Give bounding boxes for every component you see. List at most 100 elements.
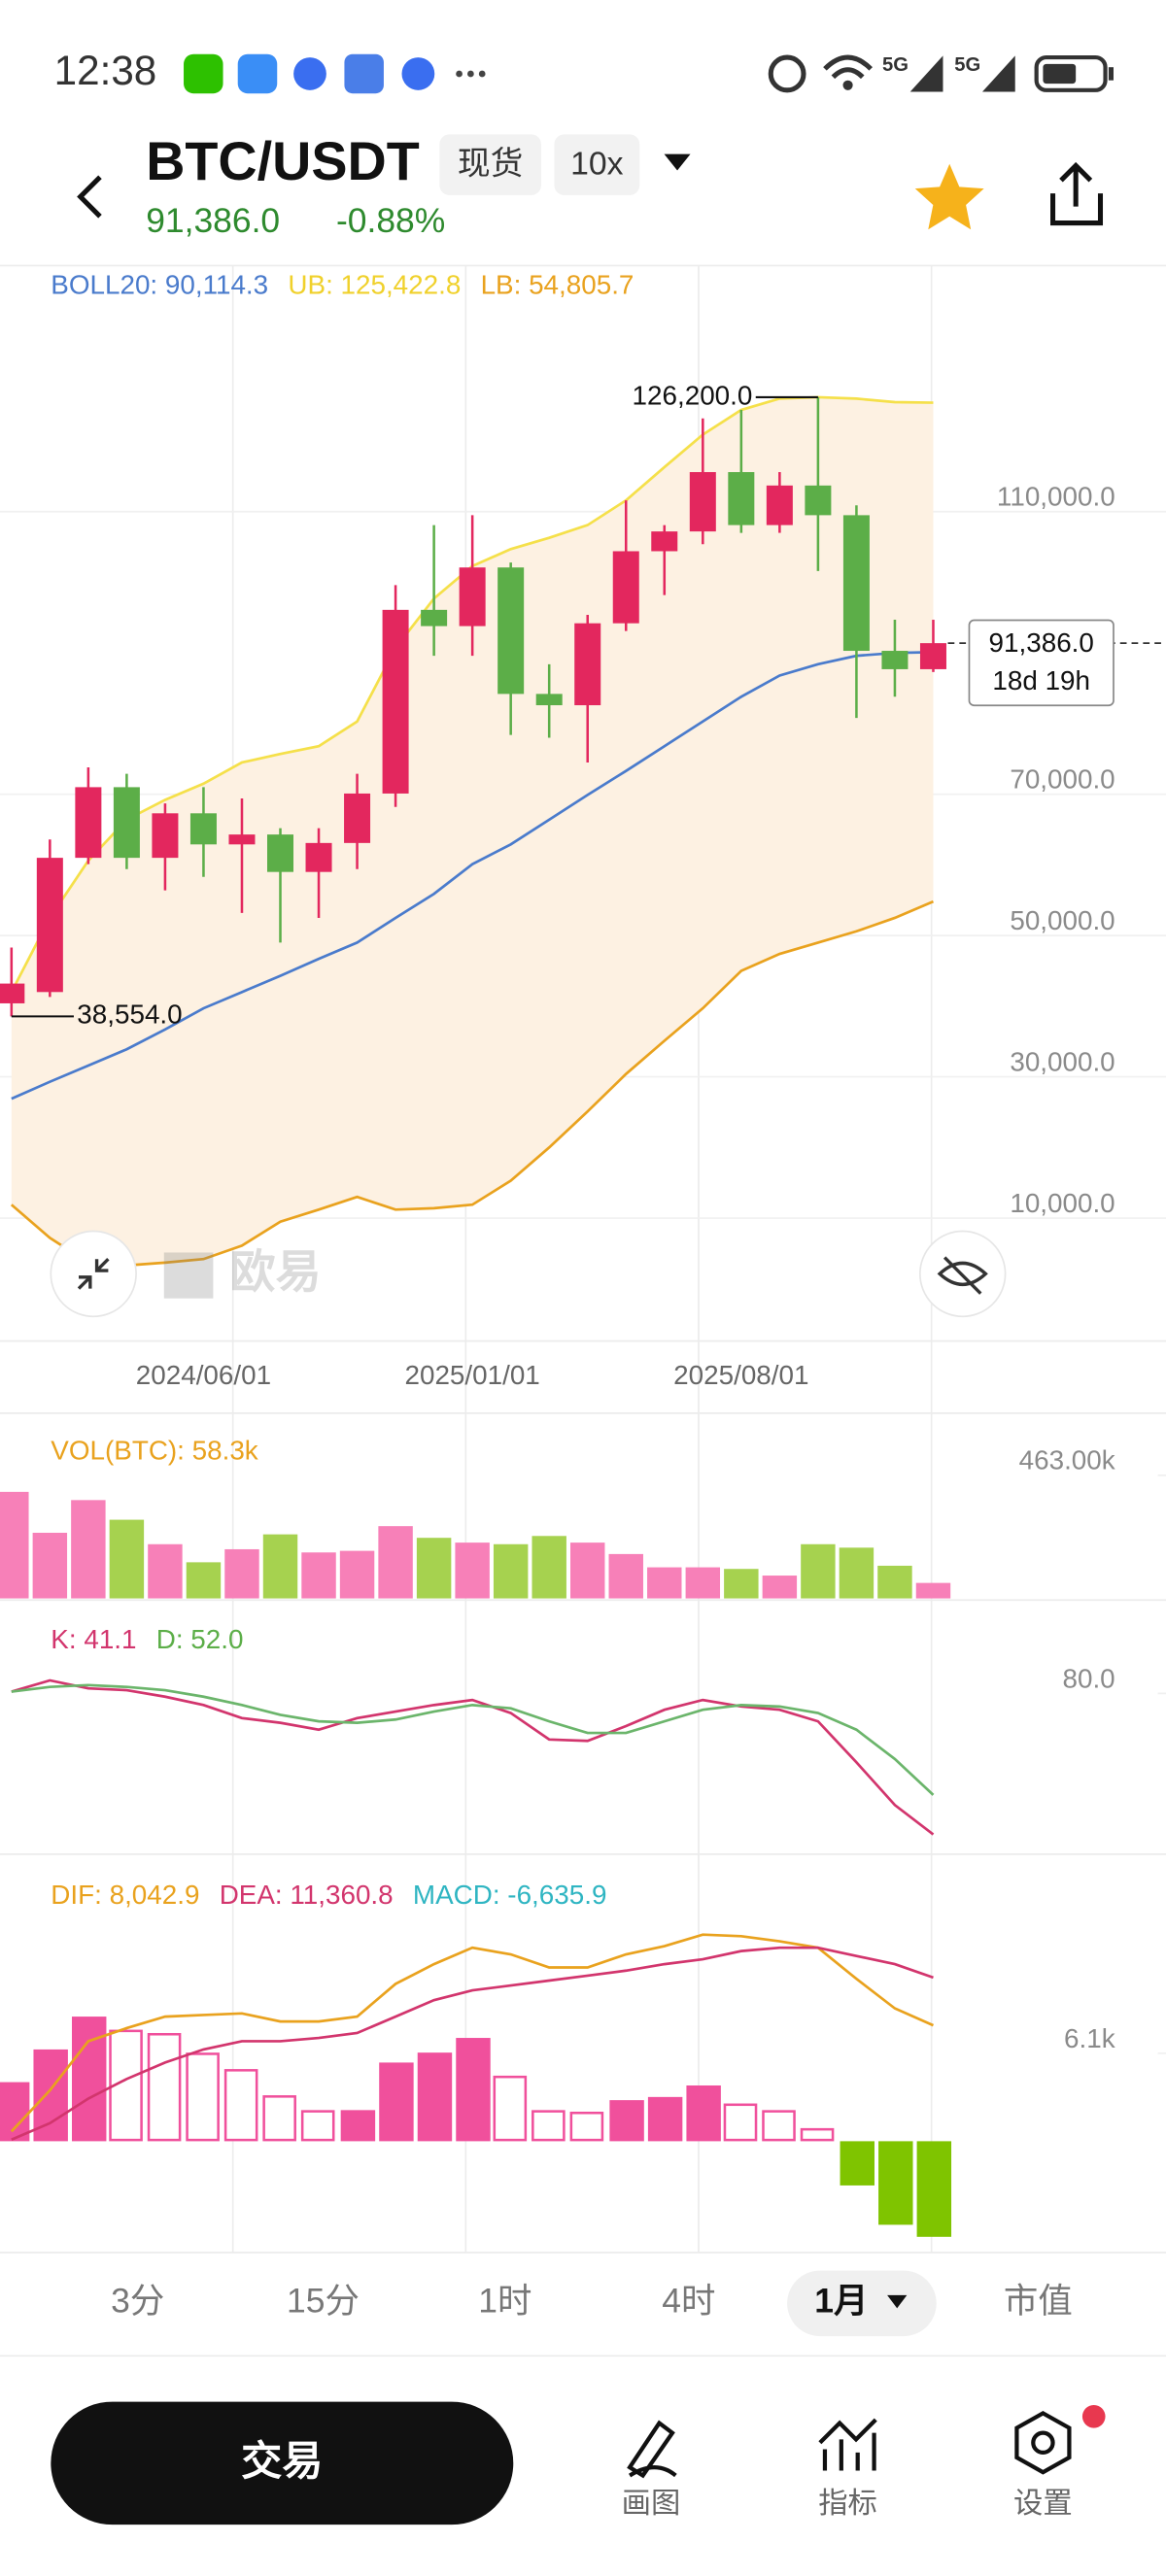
volume-bar: [762, 1576, 798, 1599]
watermark: 欧易: [163, 1247, 322, 1299]
candle-body: [382, 609, 409, 794]
period-tab[interactable]: 15分: [287, 2282, 360, 2321]
settings-icon-center: [1031, 2430, 1055, 2456]
macd-bar: [223, 2069, 258, 2142]
svg-text:欧易: 欧易: [229, 1247, 322, 1299]
back-button[interactable]: [77, 175, 102, 219]
macd-bar: [569, 2111, 604, 2142]
macd-bar: [147, 2032, 182, 2142]
candle-body: [152, 813, 179, 859]
draw-label: 画图: [622, 2488, 681, 2520]
period-dropdown[interactable]: [887, 2294, 908, 2309]
last-price: 91,386.0: [146, 201, 280, 240]
indicator-line: [11, 1946, 934, 2141]
legend-entry: MACD: -6,635.9: [413, 1880, 607, 1910]
price-change: -0.88%: [336, 201, 445, 240]
candle-body: [228, 834, 256, 845]
leverage-label: 10x: [570, 145, 624, 182]
boll-line: [10, 899, 935, 1268]
period-tab[interactable]: 3分: [111, 2282, 164, 2321]
volume-bar: [148, 1543, 183, 1599]
volume-bar: [262, 1534, 298, 1599]
legend-entry: LB: 54,805.7: [481, 270, 634, 300]
volume-bar: [224, 1548, 259, 1599]
collapse-icon: [77, 1258, 110, 1290]
volume-bar: [32, 1532, 68, 1599]
notification-dot: [1081, 2404, 1106, 2428]
period-tab[interactable]: 1时: [478, 2282, 532, 2321]
tabs: 3分 15分 1时 4时 1月 市值: [111, 2282, 1073, 2321]
macd-bar: [417, 2052, 453, 2142]
candle-body: [728, 472, 755, 525]
candle-body: [919, 643, 946, 669]
macd-bar: [33, 2049, 68, 2142]
extreme-label: 38,554.0: [77, 1000, 182, 1030]
macd-bar: [379, 2062, 414, 2142]
y-tick-label: 6.1k: [1064, 2023, 1115, 2053]
candle-body: [36, 858, 63, 993]
candle-body: [267, 834, 294, 872]
svg-text:5G: 5G: [882, 54, 909, 76]
market-label: 现货: [458, 145, 524, 182]
volume-bar: [915, 1582, 951, 1599]
legend-entry: K: 41.1: [51, 1624, 136, 1654]
candle-body: [497, 567, 525, 695]
legend-entry: DIF: 8,042.9: [51, 1880, 199, 1910]
countdown-label: 18d 19h: [992, 665, 1090, 695]
x-tick-label: 2025/08/01: [673, 1360, 808, 1390]
macd-bar: [686, 2085, 721, 2142]
macd-bar: [532, 2110, 566, 2142]
macd-bar: [916, 2141, 952, 2237]
macd-bar: [456, 2038, 491, 2142]
macd-bar: [186, 2052, 220, 2142]
share-button[interactable]: [1050, 161, 1104, 226]
macd-bar: [71, 2017, 107, 2142]
macd-bar: [0, 2082, 30, 2142]
x-tick-label: 2025/01/01: [405, 1360, 540, 1390]
candle-body: [0, 983, 25, 1003]
clock: 12:38: [54, 48, 157, 93]
selected-tab-pill: [787, 2270, 937, 2337]
macd-bar: [493, 2075, 528, 2142]
indicators-label: 指标: [818, 2487, 877, 2520]
period-tab[interactable]: 4时: [662, 2282, 715, 2321]
candle-body: [842, 515, 870, 652]
charts: 10,000.0 30,000.0 50,000.0 70,000.0 110,000.…: [0, 270, 1166, 2237]
macd-bar: [723, 2103, 758, 2142]
leverage-chip[interactable]: [554, 134, 640, 195]
market-chip[interactable]: [439, 134, 541, 195]
draw-icon[interactable]: [627, 2420, 677, 2479]
svg-text:5G: 5G: [954, 54, 980, 76]
volume-bar: [532, 1536, 566, 1599]
trade-label: 交易: [241, 2438, 323, 2484]
legend-entry: DEA: 11,360.8: [220, 1880, 394, 1910]
indicators-icon[interactable]: [818, 2418, 877, 2471]
y-tick-label: 30,000.0: [1010, 1046, 1115, 1076]
legend-entry: VOL(BTC): 58.3k: [51, 1436, 257, 1466]
y-tick-label: 80.0: [1063, 1663, 1115, 1693]
y-tick-label: 70,000.0: [1010, 764, 1115, 795]
period-tab[interactable]: 1月: [814, 2282, 868, 2321]
candle-body: [189, 813, 217, 845]
trade-button[interactable]: [51, 2401, 514, 2525]
volume-bar: [801, 1543, 836, 1599]
volume-bar: [339, 1550, 375, 1599]
macd-bar: [762, 2110, 796, 2142]
favorite-star[interactable]: [914, 163, 984, 230]
collapse-button[interactable]: [50, 1230, 137, 1318]
settings-icon[interactable]: [1014, 2410, 1072, 2475]
volume-bar: [647, 1567, 682, 1599]
volume-bar: [71, 1500, 106, 1599]
legend-entry: BOLL20: 90,114.3: [51, 270, 268, 300]
last-price-box: [968, 619, 1115, 707]
volume-bar: [109, 1519, 145, 1599]
period-tab[interactable]: 市值: [1004, 2282, 1073, 2321]
symbol-dropdown[interactable]: [664, 153, 691, 171]
candle-body: [689, 472, 716, 532]
y-tick-label: 110,000.0: [997, 482, 1115, 512]
candle-body: [881, 651, 909, 669]
y-tick-label: 50,000.0: [1010, 905, 1115, 935]
macd-bar: [609, 2100, 644, 2142]
